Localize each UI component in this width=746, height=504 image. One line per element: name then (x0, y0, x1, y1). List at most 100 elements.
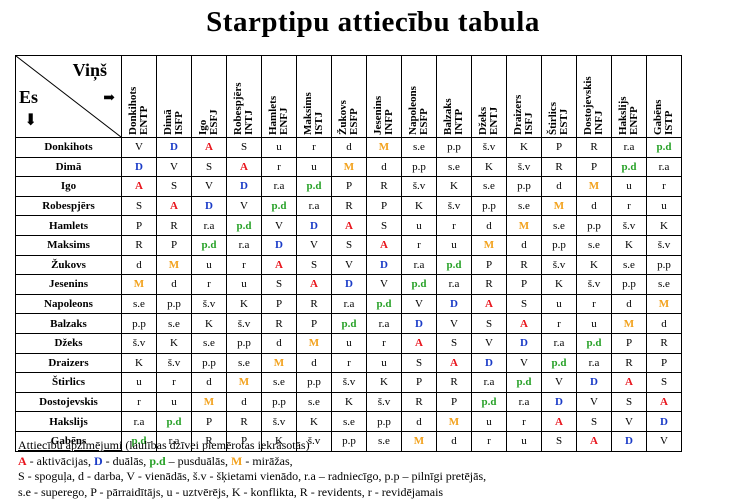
row-header: Štirlics (15, 372, 122, 393)
relation-cell: s.e (646, 274, 682, 295)
relation-cell: S (436, 332, 472, 354)
relation-cell: p.p (541, 234, 577, 256)
relation-cell: A (646, 391, 682, 413)
relation-cell: r.a (611, 137, 647, 158)
relation-cell: P (401, 372, 437, 393)
relation-cell: R (366, 176, 402, 197)
corner-label-left: Es (19, 87, 39, 107)
relation-cell: V (401, 293, 437, 315)
relation-cell: u (401, 215, 437, 236)
relation-cell: M (296, 332, 332, 354)
relation-cell: K (436, 176, 472, 197)
relation-cell: K (611, 234, 647, 256)
relation-cell: u (331, 332, 367, 354)
relation-cell: r.a (436, 274, 472, 295)
legend-line-3: s.e - superego, P - pārraidītājs, u - uz… (18, 484, 444, 499)
relation-cell: r.a (261, 176, 297, 197)
relation-cell: p.d (296, 176, 332, 197)
relation-cell: s.e (436, 156, 472, 178)
relation-cell: r (646, 176, 682, 197)
column-header-label: Dostojevskis INFJ (582, 59, 605, 135)
relation-cell: P (471, 254, 507, 276)
row-header: Igo (15, 176, 122, 197)
column-header: Štirlics ESTJ (541, 55, 577, 138)
column-type: ESTJ (558, 108, 570, 135)
legend-line-1: A - aktivācijas, D - duālās, p.d – pusdu… (18, 454, 486, 470)
column-header-label: Jesenins INFP (372, 59, 395, 134)
relation-cell: R (576, 137, 612, 158)
relation-cell: R (506, 254, 542, 276)
legend-desc: - duālās, (102, 453, 150, 468)
relation-cell: d (471, 215, 507, 236)
relation-cell: S (191, 156, 227, 178)
column-type: ENTP (138, 105, 150, 135)
column-header: Draizers ISFJ (506, 55, 542, 138)
relation-cell: u (646, 195, 682, 217)
relation-cell: K (541, 274, 577, 295)
column-type: ISTJ (313, 111, 325, 135)
relation-cell: S (506, 293, 542, 315)
legend-code: M (231, 453, 243, 468)
relation-cell: r (541, 313, 577, 334)
relation-cell: r (296, 137, 332, 158)
relation-cell: s.e (576, 234, 612, 256)
column-header-label: Donkihots ENTP (127, 59, 150, 135)
relation-cell: S (226, 137, 262, 158)
arrow-right-icon: ➡ (103, 91, 115, 106)
relation-cell: P (331, 176, 367, 197)
relation-cell: r.a (191, 215, 227, 236)
relation-cell: A (366, 234, 402, 256)
relation-cell: r.a (366, 313, 402, 334)
column-type: ESFP (418, 107, 430, 135)
relation-cell: R (331, 195, 367, 217)
relation-cell: V (366, 274, 402, 295)
relation-cell: d (611, 293, 647, 315)
relation-cell: R (436, 372, 472, 393)
relation-cell: p.d (366, 293, 402, 315)
column-header: Hamlets ENFJ (261, 55, 297, 138)
legend-desc: - mirāžas, (242, 453, 293, 468)
relation-cell: p.p (611, 274, 647, 295)
relation-cell: K (646, 215, 682, 236)
relation-cell: P (121, 215, 157, 236)
column-header: Dostojevskis INFJ (576, 55, 612, 138)
relation-cell: p.d (436, 254, 472, 276)
relation-cell: A (296, 274, 332, 295)
relation-cell: D (401, 313, 437, 334)
relation-cell: r (226, 254, 262, 276)
column-type: INFJ (593, 110, 605, 135)
relation-cell: A (436, 352, 472, 374)
column-type: ESFP (348, 107, 360, 135)
row-header: Hamlets (15, 215, 122, 236)
row-header: Jesenins (15, 274, 122, 295)
column-header: Robespjērs INTJ (226, 55, 262, 138)
relation-cell: p.d (121, 430, 157, 452)
relation-cell: š.v (331, 372, 367, 393)
relation-cell: D (226, 176, 262, 197)
relation-cell: r.a (296, 195, 332, 217)
relation-cell: p.p (121, 313, 157, 334)
relation-cell: R (191, 430, 227, 452)
relation-cell: K (121, 352, 157, 374)
relation-cell: D (156, 137, 192, 158)
column-header-label: Hakslijs ENFP (617, 59, 640, 135)
relation-cell: r.a (331, 293, 367, 315)
relation-cell: u (541, 293, 577, 315)
relation-cell: R (226, 411, 262, 432)
relation-cell: S (471, 313, 507, 334)
relation-cell: r (611, 195, 647, 217)
column-header-label: Gabēns ISTP (652, 59, 675, 134)
relation-cell: s.e (226, 352, 262, 374)
relation-cell: u (121, 372, 157, 393)
relation-cell: d (156, 274, 192, 295)
legend-heading-line: Attiecību apzīmējumi (laulības dzīvei pi… (18, 438, 486, 454)
row-header: Džeks (15, 332, 122, 354)
row-header: Maksims (15, 234, 122, 256)
relation-cell: u (471, 411, 507, 432)
relation-cell: š.v (611, 215, 647, 236)
